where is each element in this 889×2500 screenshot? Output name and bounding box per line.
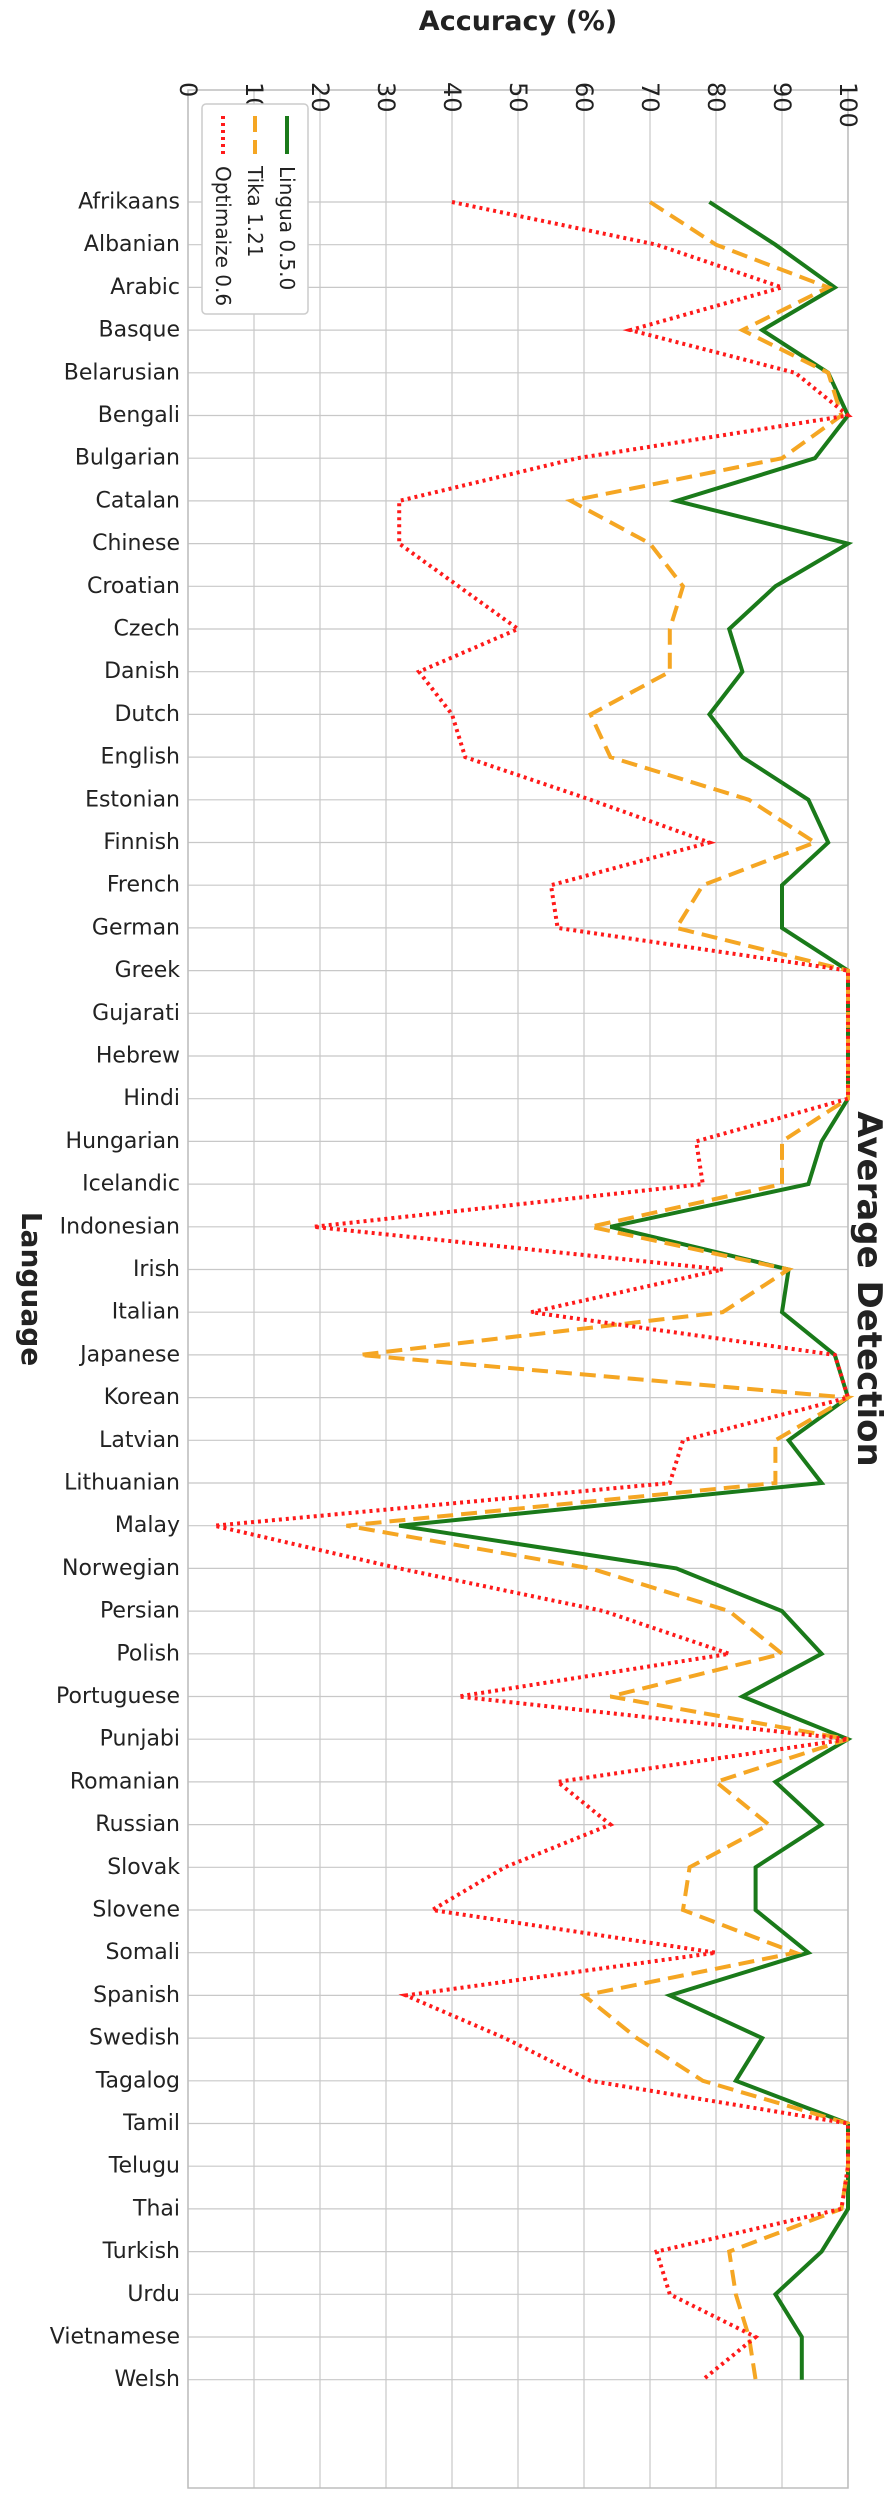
category-tick-label: Catalan (96, 488, 181, 513)
category-tick-label: Urdu (127, 2282, 180, 2307)
value-ticks: 0 10 20 30 40 50 60 70 80 90 100 (174, 82, 862, 128)
value-tick-label: 100 (834, 82, 862, 128)
value-tick-label: 60 (570, 82, 598, 113)
value-tick-label: 30 (372, 82, 400, 113)
category-tick-label: Icelandic (82, 1172, 180, 1197)
category-tick-label: Somali (105, 1940, 180, 1965)
legend-box (201, 103, 309, 315)
legend-label: Optimaize 0.6 (211, 166, 235, 306)
category-tick-label: Finnish (103, 830, 180, 855)
category-tick-label: Russian (95, 1812, 180, 1837)
legend-label: Lingua 0.5.0 (275, 166, 299, 290)
category-tick-label: Japanese (78, 1342, 180, 1367)
category-tick-label: Danish (104, 659, 180, 684)
category-tick-label: Albanian (84, 232, 180, 257)
category-tick-label: Hebrew (96, 1044, 180, 1069)
category-tick-label: Czech (114, 617, 180, 642)
legend-label: Tika 1.21 (243, 165, 267, 258)
value-tick-label: 70 (636, 82, 664, 113)
category-tick-label: French (107, 873, 180, 898)
category-tick-label: German (92, 915, 180, 940)
category-tick-label: Korean (104, 1385, 180, 1410)
category-tick-label: Portuguese (56, 1684, 180, 1709)
category-tick-label: Indonesian (60, 1214, 180, 1239)
category-tick-label: Dutch (114, 702, 180, 727)
plot-frame (187, 89, 849, 2489)
category-tick-label: Turkish (102, 2239, 180, 2264)
category-tick-label: Romanian (70, 1769, 180, 1794)
category-tick-label: Swedish (89, 2026, 180, 2051)
category-tick-label: Welsh (114, 2367, 180, 2392)
category-tick-label: Spanish (93, 1983, 180, 2008)
series-line (346, 200, 855, 2381)
category-tick-label: Bengali (98, 403, 180, 428)
value-tick-label: 20 (306, 82, 334, 113)
y-axis-title: Accuracy (%) (419, 6, 617, 37)
category-tick-label: Hungarian (66, 1129, 180, 1154)
category-tick-label: Latvian (99, 1428, 180, 1453)
value-tick-label: 80 (702, 82, 730, 113)
category-tick-label: Norwegian (62, 1556, 180, 1581)
series-lines (213, 200, 855, 2382)
value-tick-label: 0 (174, 82, 202, 97)
category-tick-label: Afrikaans (78, 190, 180, 215)
plot-border (187, 89, 849, 2489)
category-tick-label: Tagalog (95, 2068, 180, 2093)
category-tick-label: Slovene (92, 1898, 180, 1923)
legend: Lingua 0.5.0 Tika 1.21 Optimaize 0.6 (201, 103, 309, 315)
series-line (213, 200, 853, 2382)
category-tick-label: Slovak (107, 1855, 180, 1880)
category-tick-label: Irish (133, 1257, 180, 1282)
value-tick-label: 50 (504, 82, 532, 113)
category-tick-label: Basque (99, 318, 180, 343)
category-tick-label: Croatian (87, 574, 180, 599)
category-tick-label: Lithuanian (64, 1471, 180, 1496)
category-tick-label: English (101, 745, 180, 770)
category-tick-label: Tamil (122, 2111, 180, 2136)
chart-title: Average Detection (849, 1111, 889, 1467)
category-tick-label: Hindi (123, 1086, 180, 1111)
category-tick-label: Italian (112, 1300, 180, 1325)
category-tick-label: Punjabi (100, 1727, 180, 1752)
category-tick-label: Vietnamese (50, 2325, 180, 2350)
value-tick-label: 40 (438, 82, 466, 113)
category-tick-label: Estonian (85, 787, 180, 812)
category-tick-label: Belarusian (64, 360, 180, 385)
grid (187, 90, 849, 2488)
category-tick-label: Bulgarian (75, 446, 180, 471)
category-tick-label: Chinese (92, 531, 180, 556)
category-tick-label: Arabic (110, 275, 180, 300)
series-line (398, 200, 854, 2380)
category-tick-label: Thai (132, 2196, 180, 2221)
category-tick-label: Greek (115, 958, 181, 983)
category-ticks: Afrikaans Albanian Arabic Basque Belarusian B… (50, 190, 180, 2393)
category-tick-label: Telugu (108, 2154, 180, 2179)
x-axis-title: Language (15, 1212, 48, 1367)
value-tick-label: 90 (768, 82, 796, 113)
category-tick-label: Malay (115, 1513, 180, 1538)
category-tick-label: Polish (116, 1641, 180, 1666)
category-tick-label: Persian (100, 1599, 180, 1624)
category-tick-label: Gujarati (92, 1001, 180, 1026)
